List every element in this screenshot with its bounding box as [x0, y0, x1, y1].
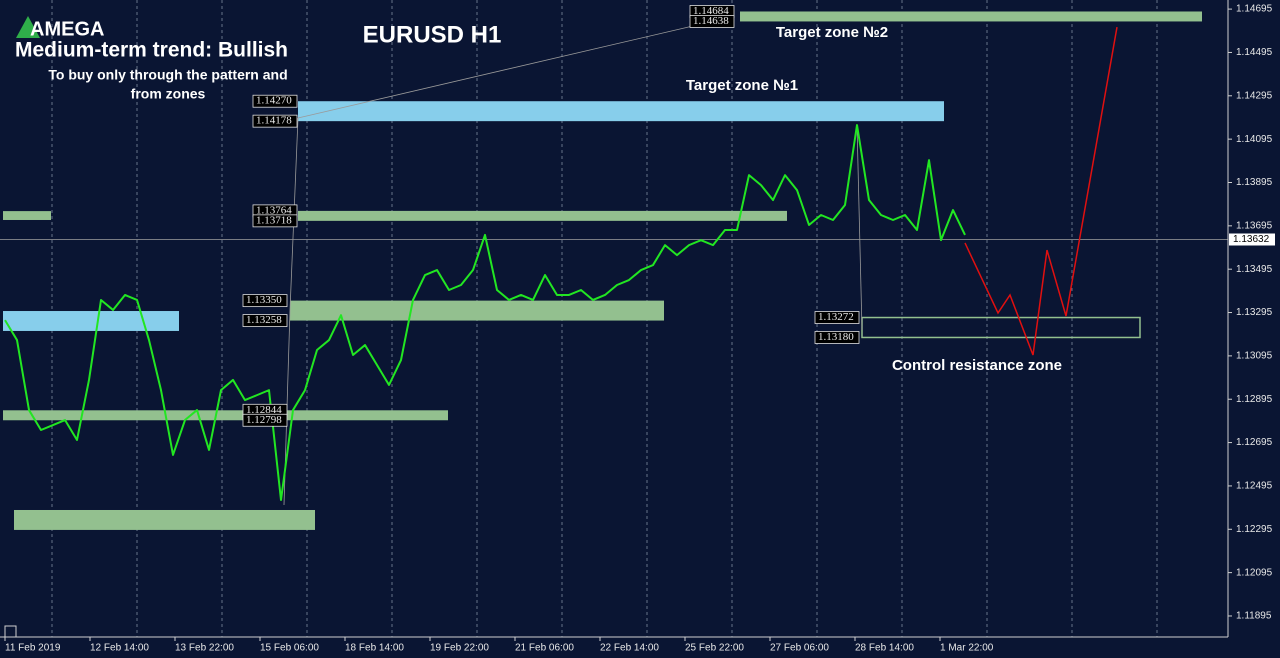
y-tick-label: 1.13095 — [1236, 351, 1273, 362]
logo: AMEGA — [16, 16, 104, 40]
price-label-box — [252, 114, 298, 128]
y-tick-label: 1.12295 — [1236, 524, 1273, 535]
price-label: 1.13350 — [246, 294, 282, 306]
y-tick-label: 1.13695 — [1236, 220, 1273, 231]
x-tick-label: 13 Feb 22:00 — [175, 643, 234, 654]
x-tick-label: 15 Feb 06:00 — [260, 643, 319, 654]
price-label: 1.13258 — [246, 314, 282, 326]
price-label-box — [252, 94, 298, 108]
zone-title: Target zone №1 — [686, 77, 798, 94]
y-tick-label: 1.12495 — [1236, 481, 1273, 492]
logo-text: AMEGA — [30, 18, 104, 40]
current-price-box — [1229, 233, 1275, 246]
price-label: 1.13180 — [818, 331, 854, 343]
note-line: from zones — [131, 86, 206, 102]
zone-title: Control resistance zone — [892, 357, 1062, 374]
x-tick-label: 28 Feb 14:00 — [855, 643, 914, 654]
zone — [14, 509, 315, 530]
x-tick-label: 18 Feb 14:00 — [345, 643, 404, 654]
y-tick-label: 1.14295 — [1236, 90, 1273, 101]
forecast-line — [964, 26, 1118, 356]
note-line: To buy only through the pattern and — [48, 67, 287, 83]
y-tick-label: 1.11895 — [1236, 611, 1272, 622]
price-label-box — [242, 314, 288, 327]
zone — [290, 300, 664, 321]
current-price-label: 1.13632 — [1233, 234, 1270, 245]
zone — [740, 11, 1202, 22]
connector — [856, 124, 863, 331]
help-box[interactable] — [4, 625, 17, 638]
y-tick-label: 1.13295 — [1236, 307, 1273, 318]
price-label: 1.12844 — [246, 404, 282, 416]
price-label: 1.14178 — [256, 115, 292, 127]
price-label-box — [252, 214, 298, 228]
y-tick-label: 1.12695 — [1236, 437, 1273, 448]
zone — [3, 211, 51, 220]
x-tick-label: 12 Feb 14:00 — [90, 643, 149, 654]
zone — [3, 410, 448, 421]
price-label: 1.14270 — [256, 95, 292, 107]
price-label: 1.13272 — [818, 311, 854, 323]
price-label: 1.12798 — [246, 414, 282, 426]
x-tick-label: 25 Feb 22:00 — [685, 643, 744, 654]
x-tick-label: 1 Mar 22:00 — [940, 643, 994, 654]
price-label-box — [814, 311, 860, 324]
price — [4, 26, 1118, 502]
y-tick-label: 1.12895 — [1236, 394, 1273, 405]
price-label-box — [814, 331, 860, 344]
zone-title: Target zone №2 — [776, 24, 888, 41]
price-label-box — [242, 294, 288, 308]
y-tick-label: 1.14095 — [1236, 134, 1273, 145]
x-tick-label: 22 Feb 14:00 — [600, 643, 659, 654]
zone — [298, 210, 787, 221]
x-tick-label: 11 Feb 2019 — [5, 643, 61, 654]
x-tick-label: 27 Feb 06:00 — [770, 643, 829, 654]
x-tick-label: 19 Feb 22:00 — [430, 643, 489, 654]
y-tick-label: 1.12095 — [1236, 567, 1273, 578]
price-label-box — [689, 15, 735, 28]
price-label: 1.13764 — [256, 204, 292, 216]
price-label: 1.14684 — [693, 5, 729, 17]
trend-title: Medium-term trend: Bullish — [15, 39, 288, 62]
y-tick-label: 1.13495 — [1236, 264, 1273, 275]
x-tick-label: 21 Feb 06:00 — [515, 643, 574, 654]
zone — [298, 101, 944, 122]
y-tick-label: 1.14495 — [1236, 47, 1273, 58]
price-label: 1.13718 — [256, 214, 292, 226]
zone — [3, 311, 179, 331]
price-label: 1.14638 — [693, 15, 729, 27]
connector — [297, 21, 711, 119]
chart-title: EURUSD H1 — [363, 21, 502, 48]
y-tick-label: 1.14695 — [1236, 4, 1273, 15]
logo-icon — [16, 16, 40, 38]
price-label-box — [242, 413, 288, 427]
zones — [3, 11, 1202, 530]
price-line — [4, 124, 966, 502]
y-tick-label: 1.13895 — [1236, 177, 1273, 188]
